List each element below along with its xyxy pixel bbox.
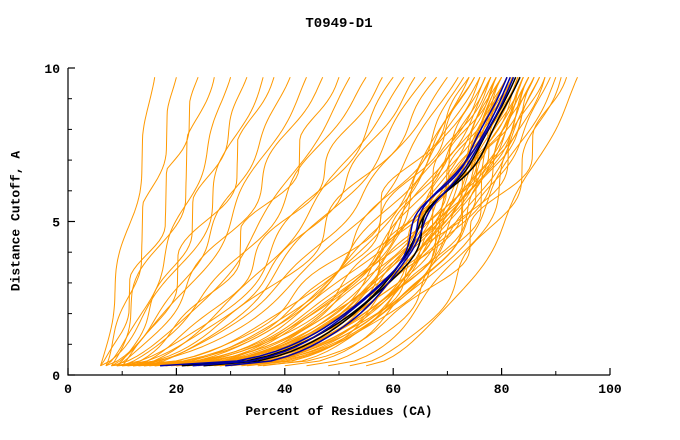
model-curve xyxy=(149,76,475,367)
model-curve xyxy=(219,76,530,367)
model-curve xyxy=(165,76,503,367)
model-curve xyxy=(122,76,416,367)
highlight-curve xyxy=(225,76,515,367)
model-curve xyxy=(111,76,351,367)
model-curve xyxy=(100,77,199,367)
model-curve xyxy=(132,76,448,367)
y-tick-label: 0 xyxy=(52,369,60,384)
y-tick-label: 5 xyxy=(52,216,60,231)
model-curve xyxy=(110,77,215,367)
x-tick-label: 60 xyxy=(385,382,401,397)
model-curve xyxy=(132,76,383,367)
model-curve xyxy=(328,77,546,367)
model-curve xyxy=(116,77,486,367)
highlight-curve xyxy=(192,76,508,367)
model-curve xyxy=(257,77,568,367)
model-curve xyxy=(105,76,307,367)
model-curve xyxy=(154,76,481,367)
model-curve xyxy=(138,77,481,367)
model-curve xyxy=(349,77,562,367)
model-curve xyxy=(138,76,405,367)
model-curve xyxy=(165,76,535,367)
model-curve xyxy=(122,76,465,367)
x-tick-label: 80 xyxy=(494,382,510,397)
x-tick-label: 20 xyxy=(169,382,185,397)
model-curve xyxy=(127,76,475,367)
model-curve xyxy=(121,77,275,367)
model-curve xyxy=(116,76,324,367)
x-tick-label: 0 xyxy=(64,382,72,397)
highlight-curve xyxy=(160,76,511,367)
x-axis-label: Percent of Residues (CA) xyxy=(245,404,433,419)
model-curve xyxy=(127,77,340,367)
highlight-curve xyxy=(203,76,521,367)
model-curve xyxy=(143,76,427,367)
model-curve xyxy=(105,77,232,367)
model-curve xyxy=(132,77,492,367)
model-curve xyxy=(176,76,540,367)
model-curve xyxy=(214,76,551,367)
model-curve xyxy=(127,76,437,367)
model-curve xyxy=(143,76,503,367)
model-curve xyxy=(122,76,367,367)
model-curve xyxy=(365,76,578,367)
model-curve xyxy=(116,76,394,367)
model-curve xyxy=(116,77,248,367)
model-curve xyxy=(100,77,156,366)
model-curve xyxy=(241,77,546,367)
model-curve xyxy=(181,77,524,367)
model-curve xyxy=(105,77,177,367)
x-tick-label: 100 xyxy=(598,382,622,397)
chart-title: T0949-D1 xyxy=(305,16,373,32)
model-curve xyxy=(154,76,530,367)
y-tick-label: 10 xyxy=(44,62,60,77)
model-curve xyxy=(100,77,264,367)
model-curve xyxy=(111,76,459,367)
model-curve xyxy=(111,76,291,367)
model-curve xyxy=(187,77,557,367)
x-tick-label: 40 xyxy=(277,382,293,397)
